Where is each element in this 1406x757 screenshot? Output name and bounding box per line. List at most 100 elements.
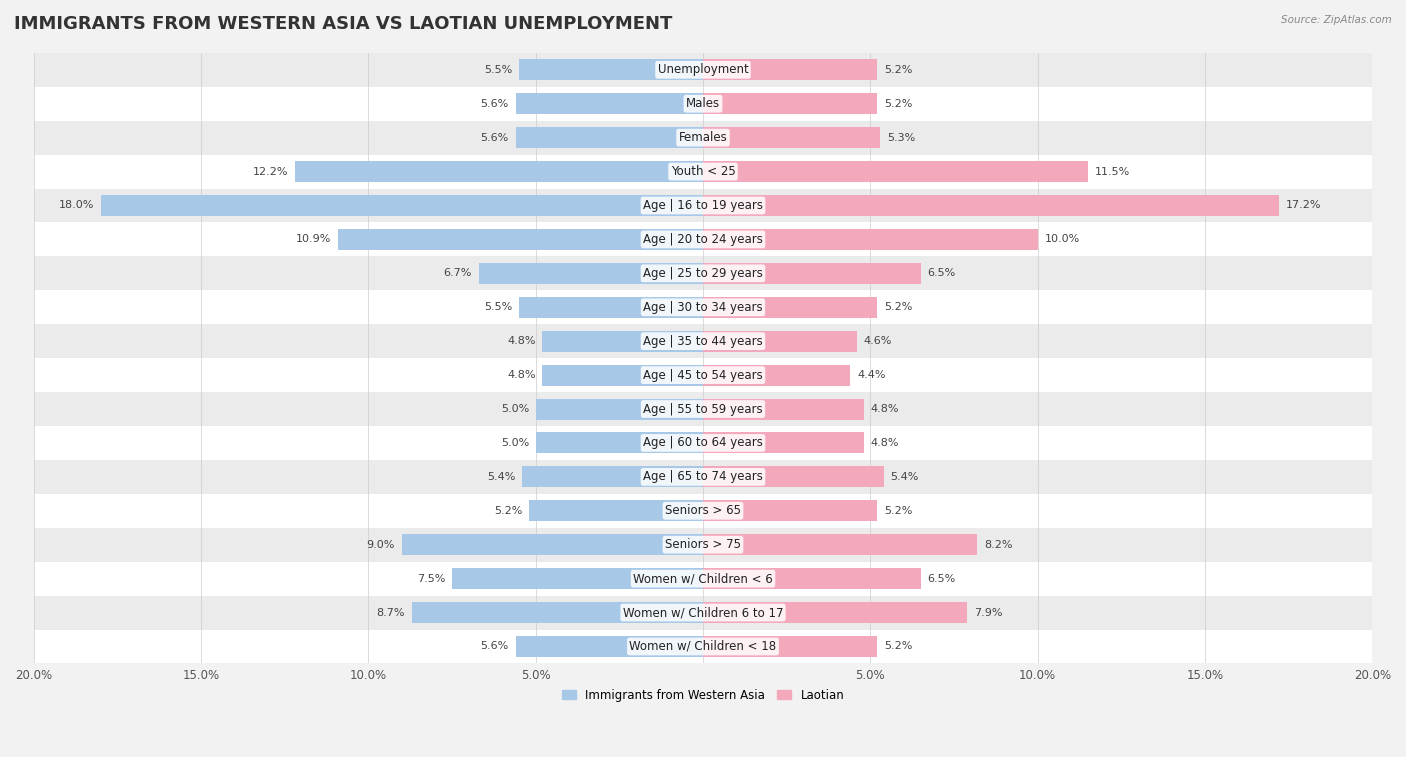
- Text: 5.2%: 5.2%: [884, 641, 912, 652]
- Text: Women w/ Children < 6: Women w/ Children < 6: [633, 572, 773, 585]
- Bar: [703, 195, 1278, 216]
- Bar: [703, 331, 858, 352]
- Bar: [703, 432, 863, 453]
- Bar: [295, 161, 703, 182]
- Text: 4.8%: 4.8%: [870, 438, 898, 448]
- Text: 4.8%: 4.8%: [870, 404, 898, 414]
- Bar: [529, 500, 703, 522]
- Text: Age | 30 to 34 years: Age | 30 to 34 years: [643, 301, 763, 313]
- Bar: [34, 562, 1372, 596]
- Bar: [703, 127, 880, 148]
- Bar: [703, 568, 921, 589]
- Text: 12.2%: 12.2%: [253, 167, 288, 176]
- Text: 5.2%: 5.2%: [884, 506, 912, 516]
- Bar: [703, 466, 884, 488]
- Text: 6.7%: 6.7%: [444, 268, 472, 279]
- Bar: [516, 636, 703, 657]
- Bar: [543, 331, 703, 352]
- Text: 10.0%: 10.0%: [1045, 235, 1080, 245]
- Bar: [339, 229, 703, 250]
- Bar: [478, 263, 703, 284]
- Bar: [543, 365, 703, 385]
- Bar: [34, 154, 1372, 188]
- Text: 4.8%: 4.8%: [508, 336, 536, 346]
- Bar: [703, 229, 1038, 250]
- Text: 4.4%: 4.4%: [858, 370, 886, 380]
- Text: 5.6%: 5.6%: [481, 641, 509, 652]
- Bar: [536, 432, 703, 453]
- Text: 10.9%: 10.9%: [297, 235, 332, 245]
- Text: 5.4%: 5.4%: [890, 472, 918, 482]
- Bar: [34, 53, 1372, 87]
- Text: 9.0%: 9.0%: [367, 540, 395, 550]
- Text: 8.7%: 8.7%: [377, 608, 405, 618]
- Text: Source: ZipAtlas.com: Source: ZipAtlas.com: [1281, 15, 1392, 25]
- Bar: [703, 263, 921, 284]
- Text: Age | 55 to 59 years: Age | 55 to 59 years: [643, 403, 763, 416]
- Bar: [516, 93, 703, 114]
- Bar: [34, 188, 1372, 223]
- Text: 8.2%: 8.2%: [984, 540, 1012, 550]
- Text: Age | 16 to 19 years: Age | 16 to 19 years: [643, 199, 763, 212]
- Text: 11.5%: 11.5%: [1095, 167, 1130, 176]
- Bar: [703, 59, 877, 80]
- Text: Women w/ Children 6 to 17: Women w/ Children 6 to 17: [623, 606, 783, 619]
- Text: Females: Females: [679, 131, 727, 144]
- Text: Women w/ Children < 18: Women w/ Children < 18: [630, 640, 776, 653]
- Text: 5.2%: 5.2%: [884, 302, 912, 312]
- Bar: [34, 223, 1372, 257]
- Bar: [703, 398, 863, 419]
- Text: Age | 60 to 64 years: Age | 60 to 64 years: [643, 437, 763, 450]
- Bar: [451, 568, 703, 589]
- Text: 5.2%: 5.2%: [494, 506, 522, 516]
- Text: IMMIGRANTS FROM WESTERN ASIA VS LAOTIAN UNEMPLOYMENT: IMMIGRANTS FROM WESTERN ASIA VS LAOTIAN …: [14, 15, 672, 33]
- Bar: [703, 93, 877, 114]
- Bar: [703, 534, 977, 555]
- Bar: [34, 324, 1372, 358]
- Text: 5.2%: 5.2%: [884, 65, 912, 75]
- Text: 6.5%: 6.5%: [928, 574, 956, 584]
- Bar: [34, 87, 1372, 120]
- Text: 4.8%: 4.8%: [508, 370, 536, 380]
- Bar: [522, 466, 703, 488]
- Bar: [703, 297, 877, 318]
- Text: 5.5%: 5.5%: [484, 302, 512, 312]
- Bar: [34, 426, 1372, 460]
- Text: 6.5%: 6.5%: [928, 268, 956, 279]
- Bar: [703, 365, 851, 385]
- Text: 5.0%: 5.0%: [501, 438, 529, 448]
- Text: 5.3%: 5.3%: [887, 132, 915, 142]
- Bar: [703, 500, 877, 522]
- Bar: [34, 596, 1372, 630]
- Text: Youth < 25: Youth < 25: [671, 165, 735, 178]
- Bar: [703, 636, 877, 657]
- Bar: [402, 534, 703, 555]
- Bar: [100, 195, 703, 216]
- Bar: [34, 528, 1372, 562]
- Bar: [34, 392, 1372, 426]
- Text: 5.6%: 5.6%: [481, 132, 509, 142]
- Text: 5.4%: 5.4%: [488, 472, 516, 482]
- Bar: [703, 161, 1088, 182]
- Text: Age | 65 to 74 years: Age | 65 to 74 years: [643, 470, 763, 484]
- Text: Males: Males: [686, 97, 720, 111]
- Bar: [34, 290, 1372, 324]
- Text: 17.2%: 17.2%: [1285, 201, 1320, 210]
- Text: 5.2%: 5.2%: [884, 98, 912, 109]
- Bar: [536, 398, 703, 419]
- Text: Age | 35 to 44 years: Age | 35 to 44 years: [643, 335, 763, 347]
- Text: Seniors > 75: Seniors > 75: [665, 538, 741, 551]
- Bar: [703, 602, 967, 623]
- Legend: Immigrants from Western Asia, Laotian: Immigrants from Western Asia, Laotian: [557, 684, 849, 706]
- Bar: [412, 602, 703, 623]
- Text: Unemployment: Unemployment: [658, 64, 748, 76]
- Bar: [34, 494, 1372, 528]
- Text: 5.0%: 5.0%: [501, 404, 529, 414]
- Bar: [34, 358, 1372, 392]
- Bar: [519, 297, 703, 318]
- Text: 7.9%: 7.9%: [974, 608, 1002, 618]
- Text: 18.0%: 18.0%: [59, 201, 94, 210]
- Text: Seniors > 65: Seniors > 65: [665, 504, 741, 517]
- Text: Age | 45 to 54 years: Age | 45 to 54 years: [643, 369, 763, 382]
- Text: 7.5%: 7.5%: [418, 574, 446, 584]
